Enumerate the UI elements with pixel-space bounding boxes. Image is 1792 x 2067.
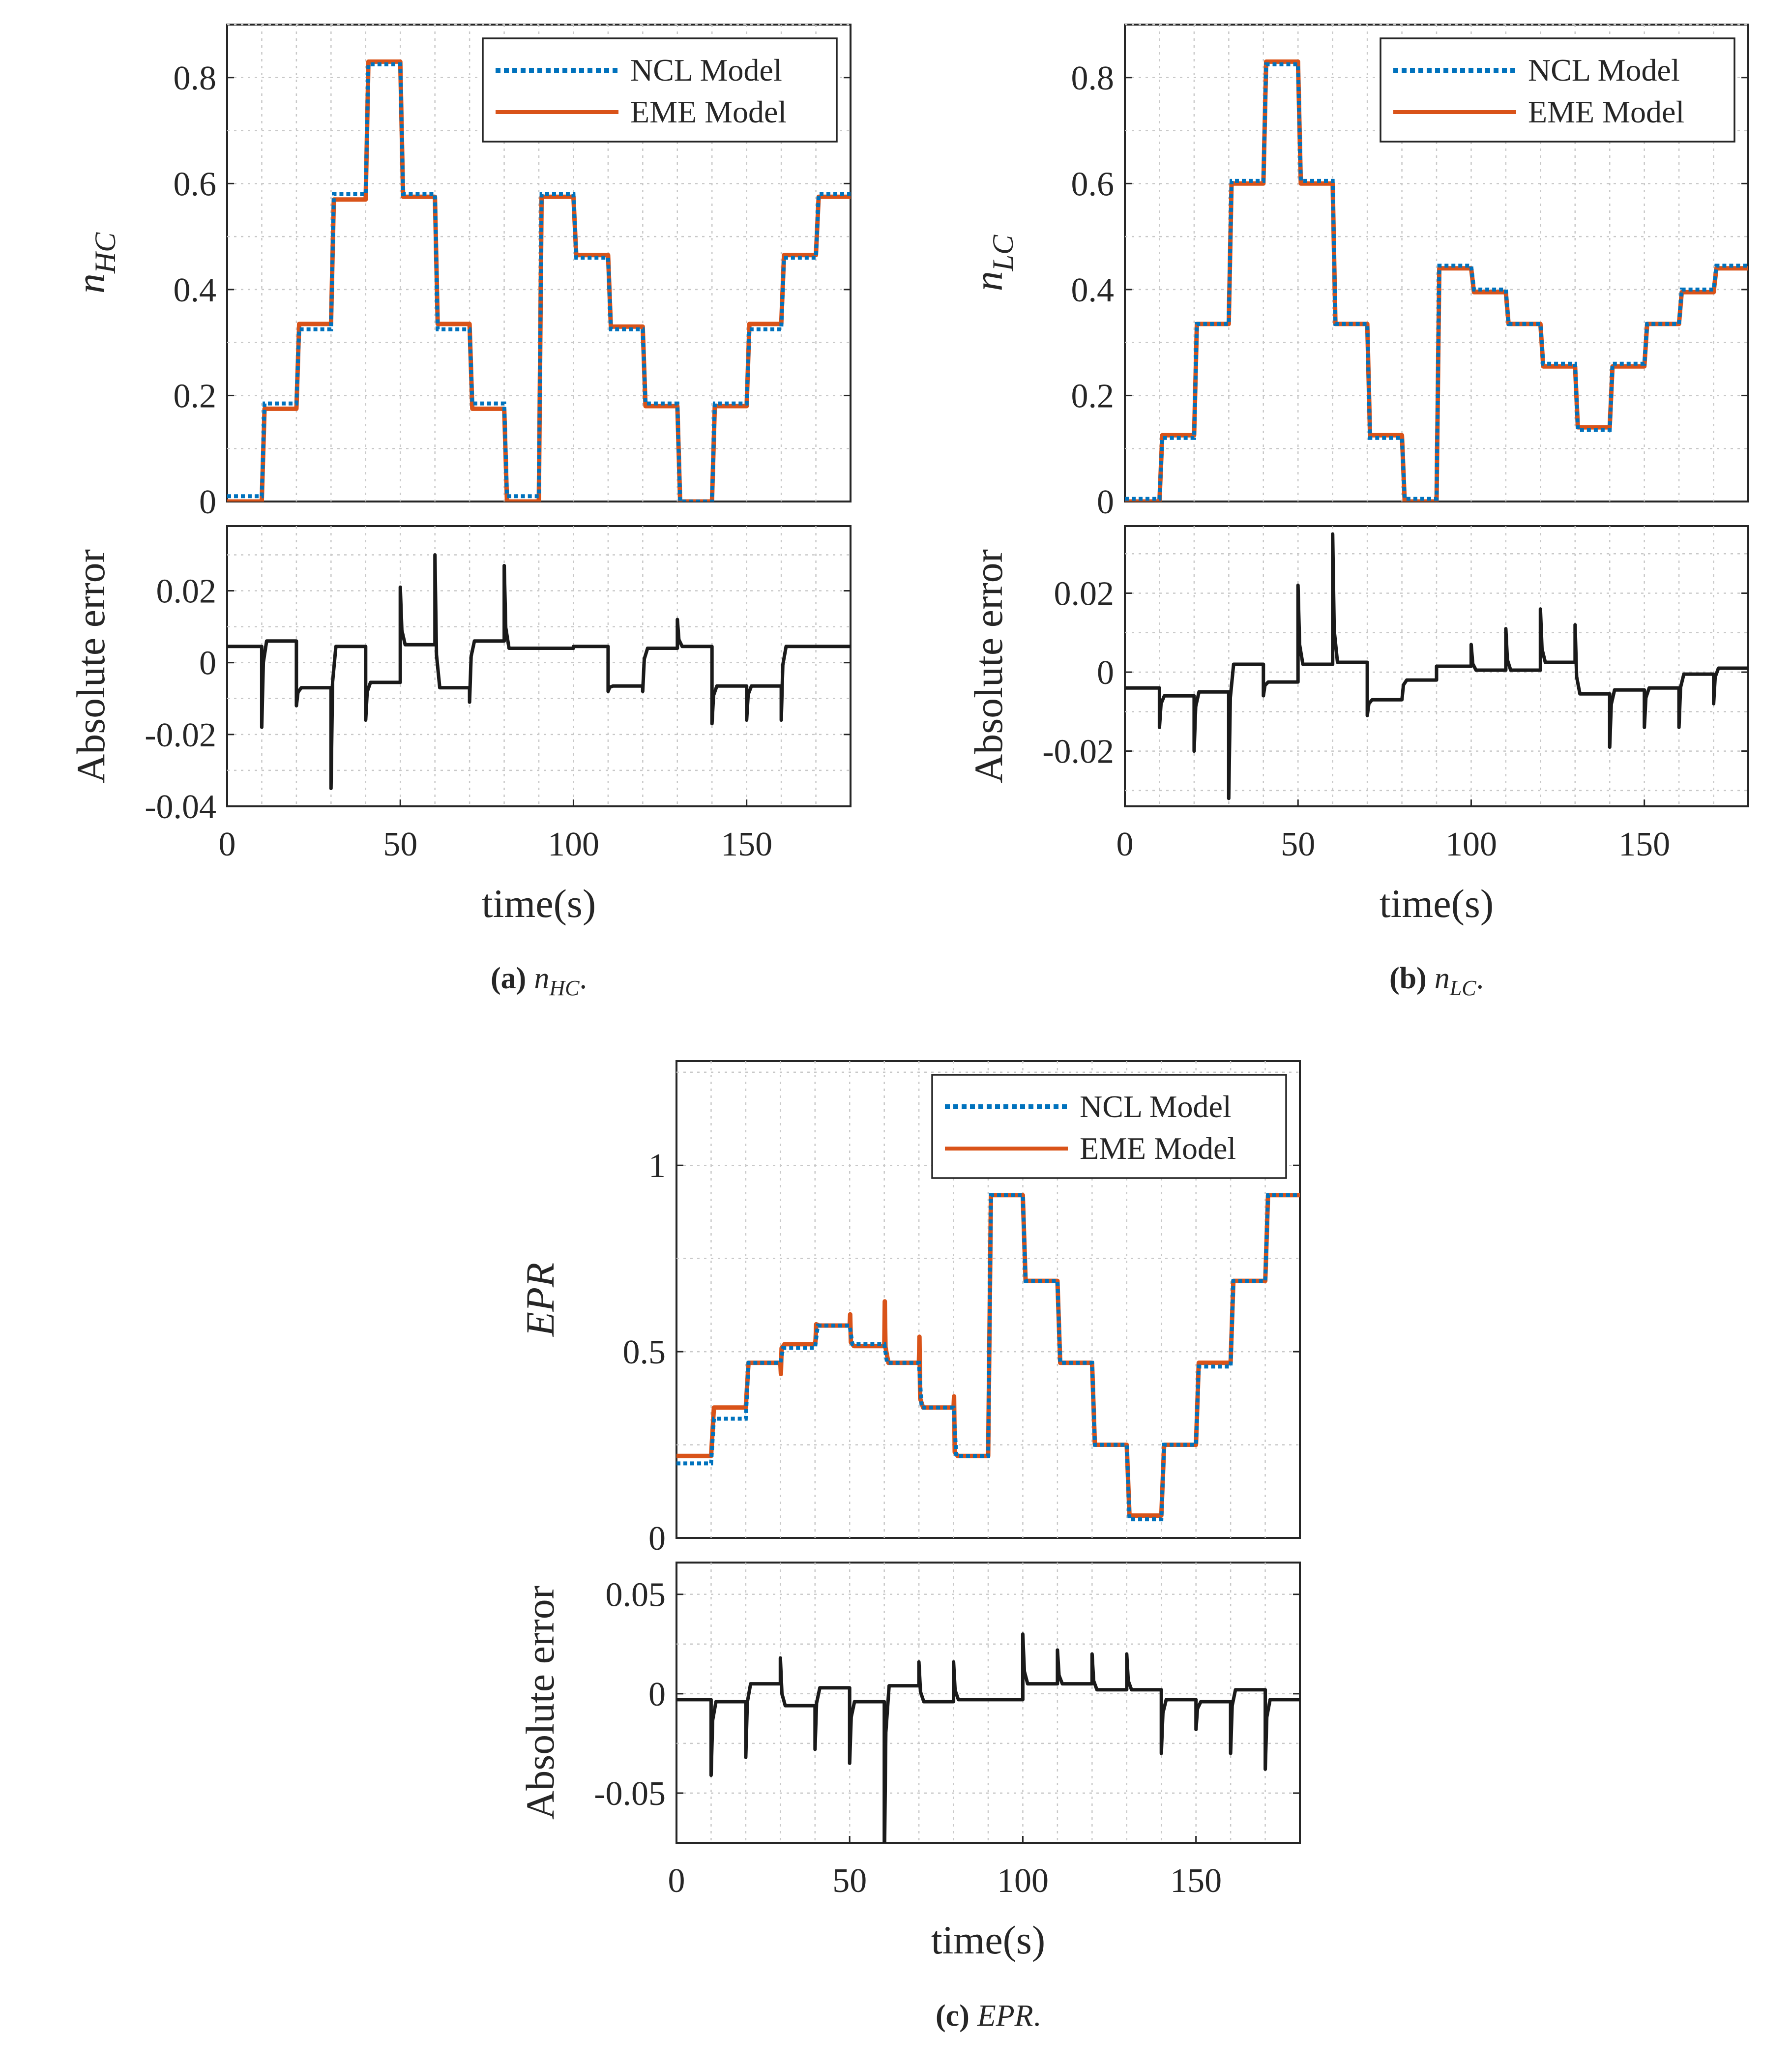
bottom-ytick-label: -0.02 (145, 716, 216, 754)
bottom-plot-b: -0.02 0 0.02 0 50 100 150 Absolute error time(s) (966, 525, 1749, 926)
legend-a: NCL Model EME Model (482, 37, 838, 143)
bottom-xtick-label: 50 (832, 1862, 867, 1900)
ncl-model-line (676, 1193, 1300, 1522)
caption-tag: (b) (1389, 962, 1427, 995)
legend-eme-label: EME Model (1080, 1131, 1236, 1166)
bottom-ytick-label: 0 (199, 645, 216, 682)
ncl-model-line (227, 62, 851, 502)
bottom-xtick-label: 0 (1116, 826, 1134, 863)
caption-end: . (1033, 1999, 1041, 2033)
legend-box (482, 37, 838, 143)
bottom-xtick-label: 0 (668, 1862, 685, 1900)
caption-symbol: EPR (977, 1999, 1033, 2033)
panel-c: 0 0.5 1 NCL Model EME Model EPR -0.05 0 0.05 0 50 1… (518, 1060, 1301, 2033)
top-ytick-label: 0.8 (174, 59, 217, 97)
bottom-xtick-label: 150 (1618, 826, 1670, 863)
bottom-ytick-label: -0.05 (594, 1775, 666, 1813)
bottom-ylabel-a: Absolute error (68, 549, 113, 783)
error-series-c (676, 1632, 1300, 1843)
top-plot-c: 0 0.5 1 NCL Model EME Model EPR (518, 1060, 1301, 1558)
top-plot-a: 0 0.2 0.4 0.6 0.8 NCL Model EME Model nHC (68, 24, 852, 521)
bottom-ytick-label: -0.04 (145, 788, 216, 826)
top-ytick-label: 0.4 (174, 271, 217, 309)
xlabel-b: time(s) (1380, 881, 1494, 926)
bottom-xtick-label: 50 (1281, 826, 1315, 863)
legend-ncl-label: NCL Model (630, 53, 782, 88)
error-series-a (227, 553, 851, 790)
top-ytick-label: 0.8 (1071, 59, 1115, 97)
top-plot-b: 0 0.2 0.4 0.6 0.8 NCL Model EME Model nLC (966, 24, 1749, 521)
bottom-xtick-label: 150 (1170, 1862, 1222, 1900)
bottom-plot-a: -0.04 -0.02 0 0.02 0 50 100 150 Absolute error ti… (68, 525, 852, 926)
top-ytick-label: 0.6 (1071, 165, 1115, 203)
absolute-error-line (676, 1632, 1300, 1843)
caption-end: . (579, 962, 587, 995)
top-ytick-label: 0 (199, 483, 216, 521)
top-ytick-label: 0 (1097, 483, 1114, 521)
caption-a: (a) nHC. (491, 962, 587, 1000)
bottom-plot-c: -0.05 0 0.05 0 50 100 150 Absolute error time(s) (518, 1562, 1301, 1962)
legend-box (931, 1074, 1287, 1179)
legend-b: NCL Model EME Model (1380, 37, 1735, 143)
legend-eme-label: EME Model (1528, 94, 1684, 129)
xlabel-a: time(s) (482, 881, 596, 926)
absolute-error-line (1125, 532, 1748, 800)
legend-ncl-label: NCL Model (1080, 1089, 1232, 1124)
bottom-ylabel-b: Absolute error (966, 549, 1011, 783)
caption-end: . (1476, 962, 1484, 995)
bottom-xtick-label: 100 (997, 1862, 1049, 1900)
caption-sub: HC (549, 976, 580, 1000)
ncl-model-line (1125, 62, 1748, 501)
caption-tag: (c) (936, 1999, 969, 2033)
error-series-b (1125, 532, 1748, 800)
caption-symbol: n (534, 962, 549, 995)
legend-c: NCL Model EME Model (931, 1074, 1287, 1179)
top-ytick-label: 0.4 (1071, 271, 1115, 309)
top-ytick-label: 0.5 (623, 1333, 666, 1371)
bottom-ytick-label: 0 (648, 1676, 666, 1713)
top-ytick-label: 1 (648, 1147, 666, 1185)
caption-c: (c) EPR. (936, 1999, 1041, 2033)
ylabel-sub: HC (89, 232, 121, 274)
legend-ncl-label: NCL Model (1528, 53, 1680, 88)
top-ytick-label: 0.2 (1071, 377, 1115, 415)
bottom-ytick-label: 0.02 (156, 573, 217, 611)
top-series-a (227, 59, 851, 502)
top-ylabel-c: EPR (518, 1263, 562, 1337)
caption-symbol: n (1435, 962, 1450, 995)
top-series-c (676, 1193, 1300, 1522)
ylabel-main: n (68, 273, 113, 294)
bottom-ytick-label: -0.02 (1042, 733, 1114, 771)
bottom-xtick-label: 150 (721, 826, 772, 863)
top-ytick-label: 0.6 (174, 165, 217, 203)
bottom-xtick-label: 100 (548, 826, 599, 863)
top-ytick-label: 0 (648, 1520, 666, 1558)
ylabel-sub: LC (987, 235, 1019, 271)
top-ylabel-b: nLC (966, 235, 1019, 291)
bottom-ytick-label: 0 (1097, 654, 1114, 692)
top-series-b (1125, 59, 1748, 502)
bottom-xtick-label: 100 (1445, 826, 1497, 863)
caption-b: (b) nLC. (1389, 962, 1484, 1000)
bottom-xtick-label: 50 (383, 826, 417, 863)
bottom-ylabel-c: Absolute error (518, 1586, 562, 1820)
legend-box (1380, 37, 1735, 143)
ylabel-main: EPR (518, 1263, 562, 1337)
top-ylabel-a: nHC (68, 232, 121, 294)
legend-eme-label: EME Model (630, 94, 787, 129)
caption-tag: (a) (491, 962, 526, 995)
xlabel-c: time(s) (931, 1918, 1045, 1962)
caption-sub: LC (1449, 976, 1476, 1000)
top-ytick-label: 0.2 (174, 377, 217, 415)
absolute-error-line (227, 553, 851, 790)
bottom-xtick-label: 0 (219, 826, 236, 863)
ylabel-main: n (966, 271, 1011, 291)
bottom-ytick-label: 0.02 (1054, 575, 1115, 613)
bottom-ytick-label: 0.05 (606, 1576, 666, 1614)
